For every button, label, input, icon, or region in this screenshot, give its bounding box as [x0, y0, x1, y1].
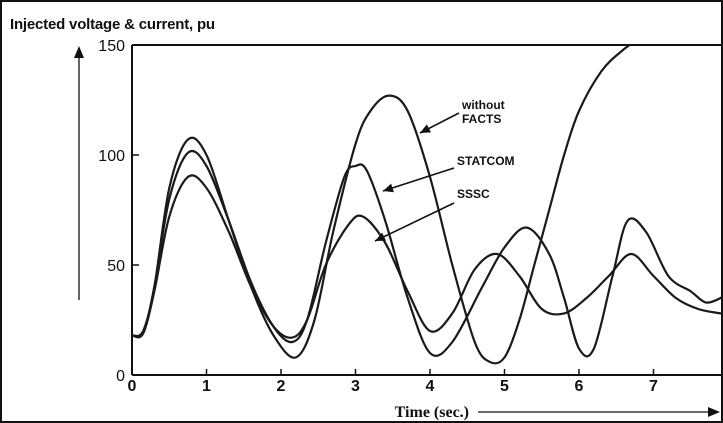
annotation-without-facts-arrowhead — [420, 124, 431, 133]
x-axis-arrow-head — [708, 407, 720, 417]
y-tick-label: 50 — [107, 258, 125, 275]
chart-title: Injected voltage & current, pu — [10, 16, 215, 33]
annotation-statcom-leader — [382, 167, 455, 192]
x-tick-label: 4 — [426, 378, 435, 395]
x-tick-label: 1 — [202, 378, 211, 395]
y-axis-arrow-head — [74, 46, 84, 58]
annotation-sssc-leader — [374, 202, 455, 242]
y-tick-label: 100 — [98, 148, 125, 165]
annotation-without-facts-label: FACTS — [462, 112, 501, 126]
x-axis-label: Time (sec.) — [395, 404, 469, 421]
series-line-statcom — [132, 149, 721, 358]
x-tick-label: 3 — [351, 378, 360, 395]
x-tick-label: 7 — [649, 378, 658, 395]
series-line-sssc — [132, 174, 721, 339]
y-tick-label: 0 — [116, 368, 125, 385]
annotation-sssc-arrowhead — [375, 232, 386, 241]
annotation-statcom-label: STATCOM — [457, 154, 515, 168]
x-tick-label: 6 — [575, 378, 584, 395]
x-tick-label: 5 — [500, 378, 509, 395]
x-tick-label: 0 — [128, 378, 137, 395]
annotation-statcom-arrowhead — [383, 183, 394, 193]
annotation-sssc-label: SSSC — [457, 187, 490, 201]
x-tick-label: 2 — [277, 378, 286, 395]
y-tick-label: 150 — [98, 38, 125, 55]
annotation-without-facts-label: without — [461, 98, 505, 112]
series-line-without-facts — [132, 45, 632, 365]
